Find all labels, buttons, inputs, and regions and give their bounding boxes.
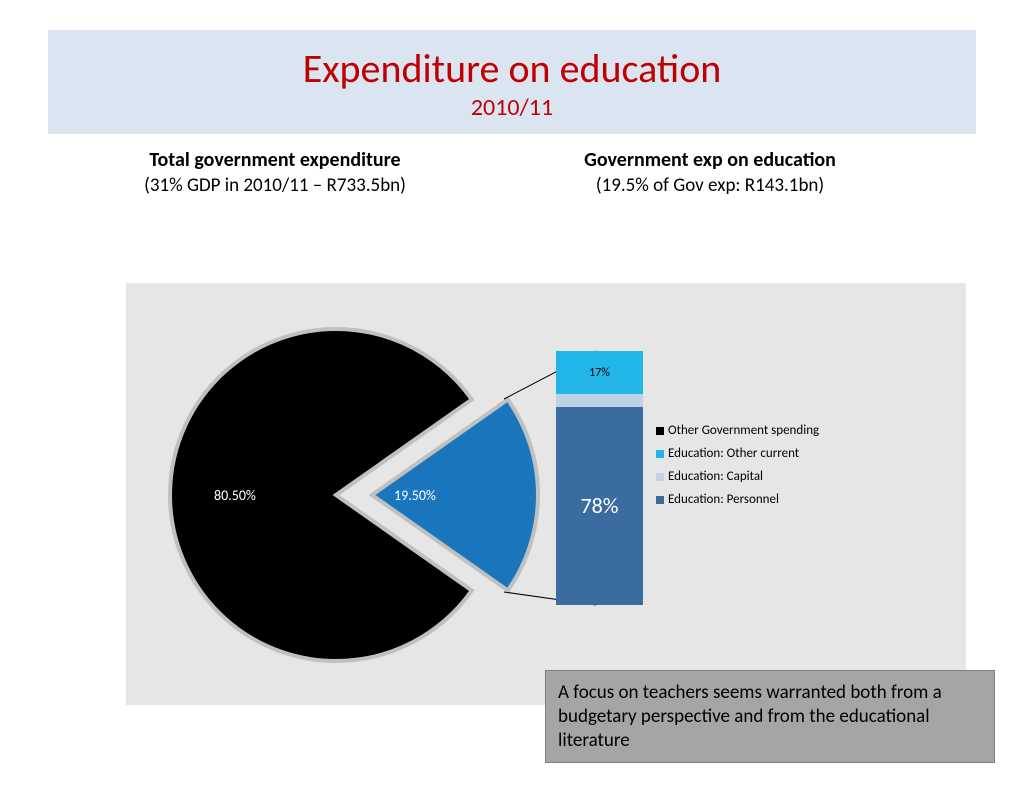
right-header: Government exp on education (19.5% of Go…: [490, 148, 930, 197]
stacked-bar: 17% 5% 78%: [556, 351, 643, 605]
legend-swatch: [656, 473, 664, 481]
legend-swatch: [656, 427, 664, 435]
chart-area: 80.50% 19.50% 17% 5% 78% Other Government …: [126, 283, 966, 705]
legend-item: Education: Other current: [656, 446, 819, 461]
pie-label-education: 19.50%: [394, 487, 436, 504]
left-header: Total government expenditure (31% GDP in…: [0, 148, 490, 197]
page-subtitle: 2010/11: [48, 93, 976, 122]
legend-label: Education: Capital: [668, 469, 763, 484]
legend-item: Education: Capital: [656, 469, 819, 484]
bar-segment-label: 78%: [580, 492, 618, 519]
left-header-title: Total government expenditure: [60, 148, 490, 172]
legend-item: Education: Personnel: [656, 492, 819, 507]
legend-item: Other Government spending: [656, 423, 819, 438]
bar-segment: 5%: [556, 394, 643, 407]
legend-swatch: [656, 496, 664, 504]
title-banner: Expenditure on education 2010/11: [48, 30, 976, 134]
legend: Other Government spending Education: Othe…: [656, 423, 819, 515]
legend-label: Education: Personnel: [668, 492, 779, 507]
legend-swatch: [656, 450, 664, 458]
bar-segment: 17%: [556, 351, 643, 394]
pie-label-other: 80.50%: [214, 487, 256, 504]
right-header-title: Government exp on education: [490, 148, 930, 172]
callout-text: A focus on teachers seems warranted both…: [558, 681, 942, 752]
bar-segment: 78%: [556, 407, 643, 605]
pie-chart: 80.50% 19.50%: [166, 325, 506, 665]
left-header-subtitle: (31% GDP in 2010/11 – R733.5bn): [60, 174, 490, 197]
right-header-subtitle: (19.5% of Gov exp: R143.1bn): [490, 174, 930, 197]
column-headers: Total government expenditure (31% GDP in…: [0, 148, 1024, 197]
callout-box: A focus on teachers seems warranted both…: [545, 670, 995, 763]
legend-label: Education: Other current: [668, 446, 799, 461]
page-title: Expenditure on education: [48, 44, 976, 93]
bar-segment-label: 17%: [589, 366, 610, 380]
legend-label: Other Government spending: [668, 423, 819, 438]
